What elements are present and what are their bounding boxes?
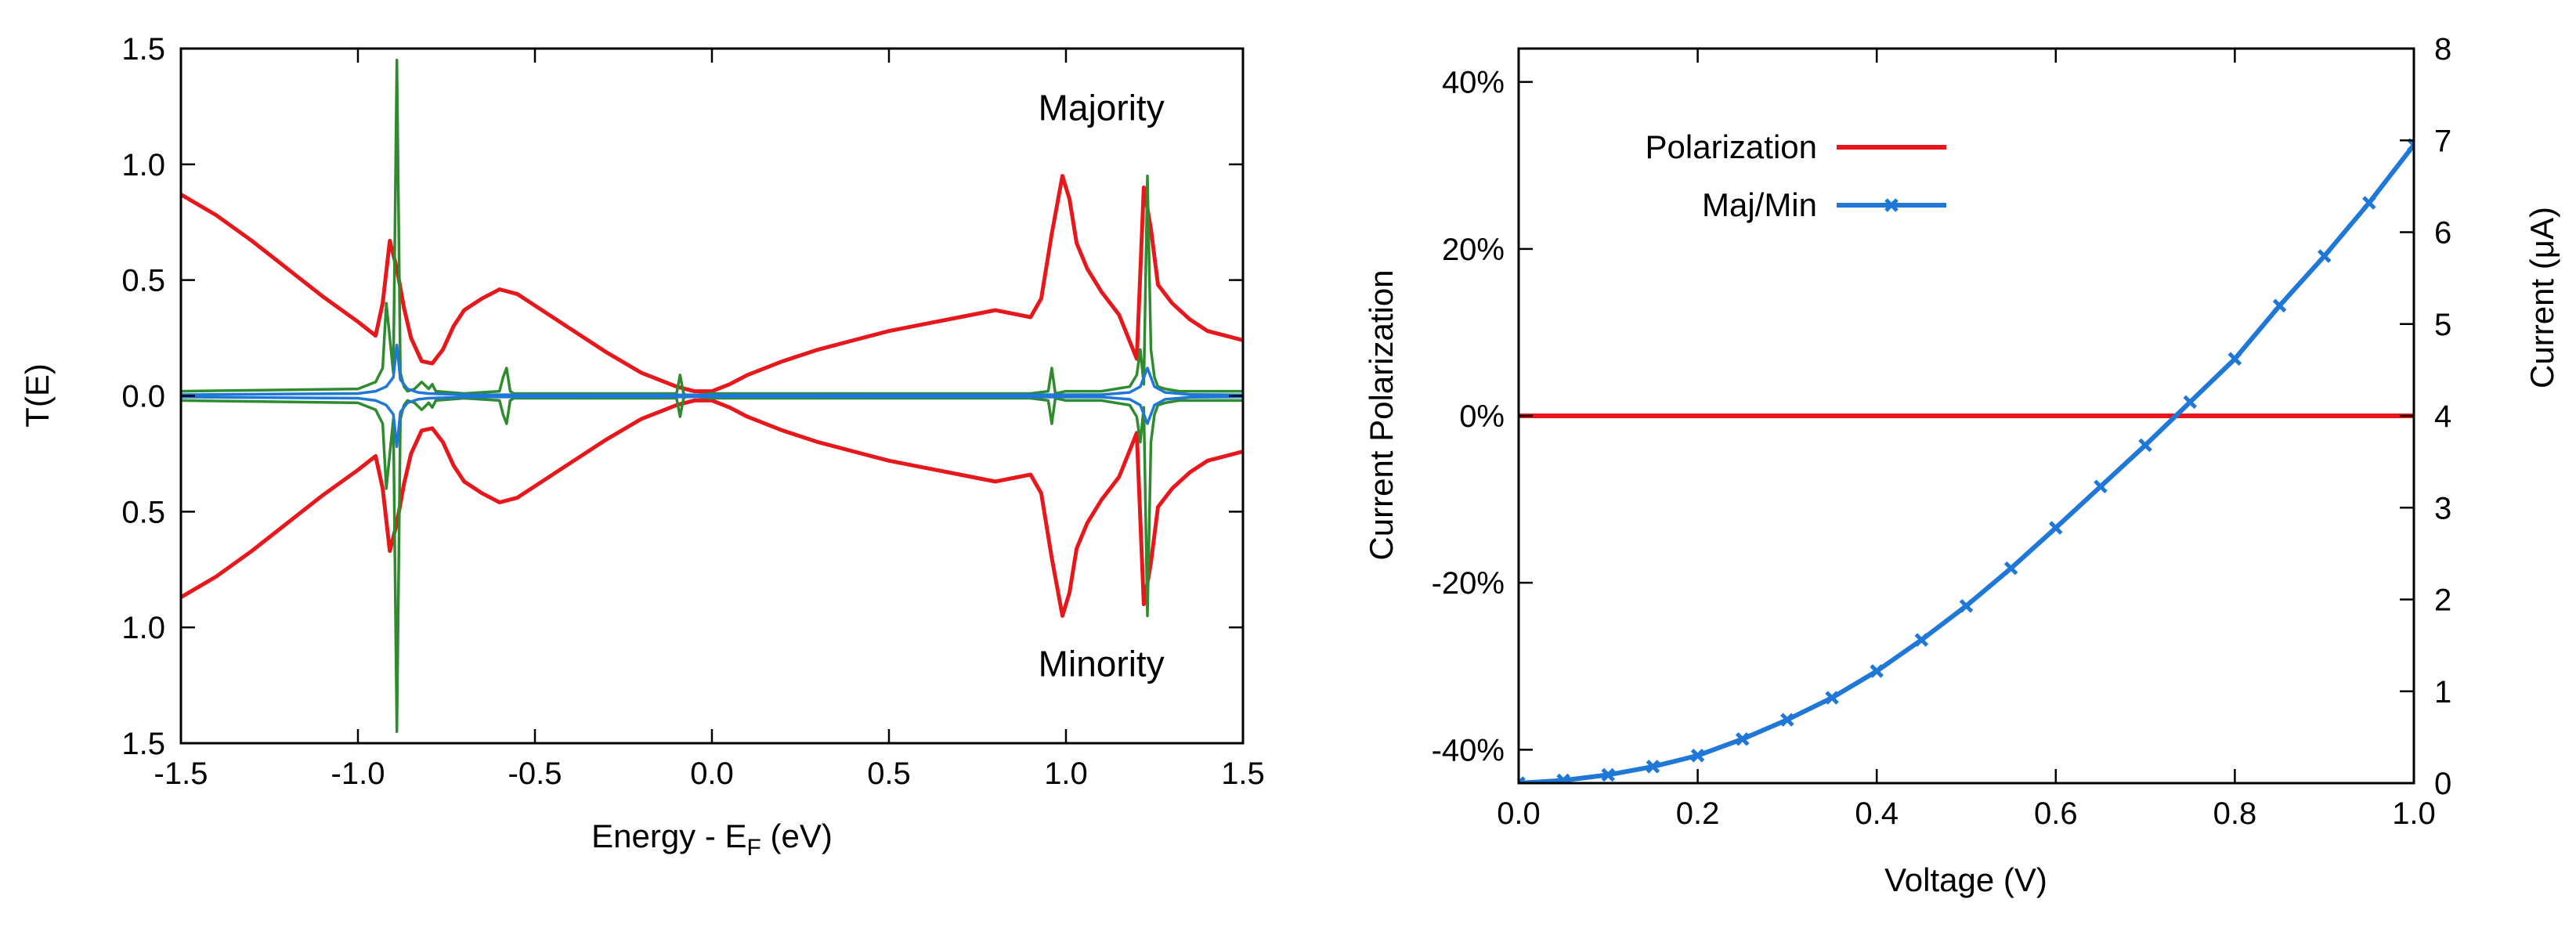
data-point-marker [2183, 395, 2198, 410]
y-tick-label: 1.5 [121, 32, 165, 67]
x-tick-label: -1.0 [331, 756, 385, 791]
data-point-marker [2094, 479, 2108, 494]
polarization-y-ticks: 40% 20% 0% -20% -40% [1432, 66, 1533, 767]
x-tick-label: 0.5 [867, 756, 911, 791]
y-tick-label: 0% [1459, 399, 1505, 434]
legend-label: Maj/Min [1702, 186, 1817, 223]
y-tick-label: 40% [1442, 66, 1505, 100]
data-point-marker [1735, 731, 1750, 746]
x-tick-label: 0.4 [1855, 796, 1899, 831]
data-point-marker [2138, 438, 2152, 453]
x-tick-label: 0.0 [690, 756, 734, 791]
y-tick-label: 0.5 [121, 264, 165, 298]
transmission-x-axis-label: Energy - EF (eV) [591, 818, 833, 861]
y2-tick-label: 2 [2434, 583, 2451, 618]
x-tick-label: 0.2 [1676, 796, 1720, 831]
data-point-marker [1959, 598, 1974, 613]
polarization-x-ticks: 0.0 0.2 0.4 0.6 0.8 1.0 [1497, 49, 2436, 831]
transmission-y-ticks: 1.5 1.0 0.5 0.0 0.5 1.0 1.5 [121, 32, 1243, 761]
polarization-x-axis-label: Voltage (V) [1884, 861, 2047, 898]
data-point-marker [1601, 767, 1616, 782]
x-tick-label: -1.5 [154, 756, 208, 791]
x-label-main: Energy - E [591, 818, 746, 854]
y-tick-label: 0.0 [121, 380, 165, 414]
transmission-annotations: Majority Minority [1039, 88, 1165, 684]
annotation-majority: Majority [1039, 88, 1165, 128]
y2-tick-label: 8 [2434, 32, 2451, 67]
data-point-marker [2272, 298, 2287, 313]
current-y2-axis-label: Current (μA) [2524, 207, 2560, 388]
transmission-series-0-lower [181, 398, 1243, 618]
y2-tick-label: 6 [2434, 216, 2451, 251]
y2-tick-label: 3 [2434, 491, 2451, 525]
transmission-chart: -1.5 -1.0 -0.5 0.0 0.5 1.0 1.5 1.5 1.0 0.5 0.0 0.5… [19, 32, 1265, 861]
y-tick-label: -20% [1432, 566, 1505, 601]
y2-tick-label: 7 [2434, 124, 2451, 158]
data-point-marker [2362, 196, 2376, 210]
x-tick-label: 1.5 [1221, 756, 1265, 791]
data-point-marker [1914, 633, 1929, 647]
y-tick-label: 0.5 [121, 495, 165, 529]
data-point-marker [1780, 713, 1794, 727]
transmission-series-2-lower [181, 395, 1243, 449]
transmission-series-group [181, 59, 1243, 733]
y2-tick-label: 4 [2434, 399, 2451, 434]
annotation-minority: Minority [1039, 643, 1165, 684]
y2-tick-label: 0 [2434, 767, 2451, 801]
y2-tick-label: 1 [2434, 675, 2451, 710]
x-tick-label: 0.6 [2034, 796, 2078, 831]
x-label-subscript: F [747, 835, 761, 861]
data-point-marker [1690, 749, 1705, 763]
y-tick-label: -40% [1432, 733, 1505, 767]
data-point-marker [2317, 249, 2332, 263]
data-point-marker [2049, 521, 2063, 535]
transmission-series-1-upper [181, 59, 1243, 398]
y2-tick-label: 5 [2434, 308, 2451, 342]
transmission-series-0-upper [181, 174, 1243, 394]
transmission-y-axis-label: T(E) [19, 363, 56, 428]
legend-label: Polarization [1646, 128, 1817, 165]
polarization-legend: Polarization Maj/Min [1646, 128, 1946, 223]
x-tick-label: 1.0 [2392, 796, 2436, 831]
y-tick-label: 1.0 [121, 148, 165, 182]
data-point-marker [1870, 664, 1884, 678]
data-point-marker [2003, 561, 2018, 576]
polarization-chart: 0.0 0.2 0.4 0.6 0.8 1.0 40% 20% 0% -20% -40% 0 1 2 3… [1363, 32, 2560, 898]
series-line-maj-min [1519, 143, 2414, 783]
transmission-x-ticks: -1.5 -1.0 -0.5 0.0 0.5 1.0 1.5 [154, 49, 1265, 791]
transmission-series-2-upper [181, 343, 1243, 397]
data-point-marker [1519, 776, 1526, 783]
x-tick-label: -0.5 [508, 756, 562, 791]
x-tick-label: 1.0 [1044, 756, 1088, 791]
x-tick-label: 0.0 [1497, 796, 1541, 831]
y-tick-label: 20% [1442, 233, 1505, 267]
polarization-series-group [1519, 138, 2414, 783]
data-point-marker [1556, 773, 1570, 783]
data-point-marker [1825, 691, 1839, 705]
x-tick-label: 0.8 [2213, 796, 2257, 831]
data-point-marker [2227, 352, 2242, 367]
y-tick-label: 1.5 [121, 727, 165, 761]
legend-marker [1884, 198, 1899, 212]
current-y2-ticks: 0 1 2 3 4 5 6 7 8 [2400, 32, 2451, 801]
polarization-y-axis-label: Current Polarization [1363, 269, 1400, 560]
data-point-marker [1646, 760, 1660, 774]
x-label-tail: (eV) [761, 818, 833, 854]
y-tick-label: 1.0 [121, 611, 165, 645]
transmission-series-1-lower [181, 394, 1243, 733]
